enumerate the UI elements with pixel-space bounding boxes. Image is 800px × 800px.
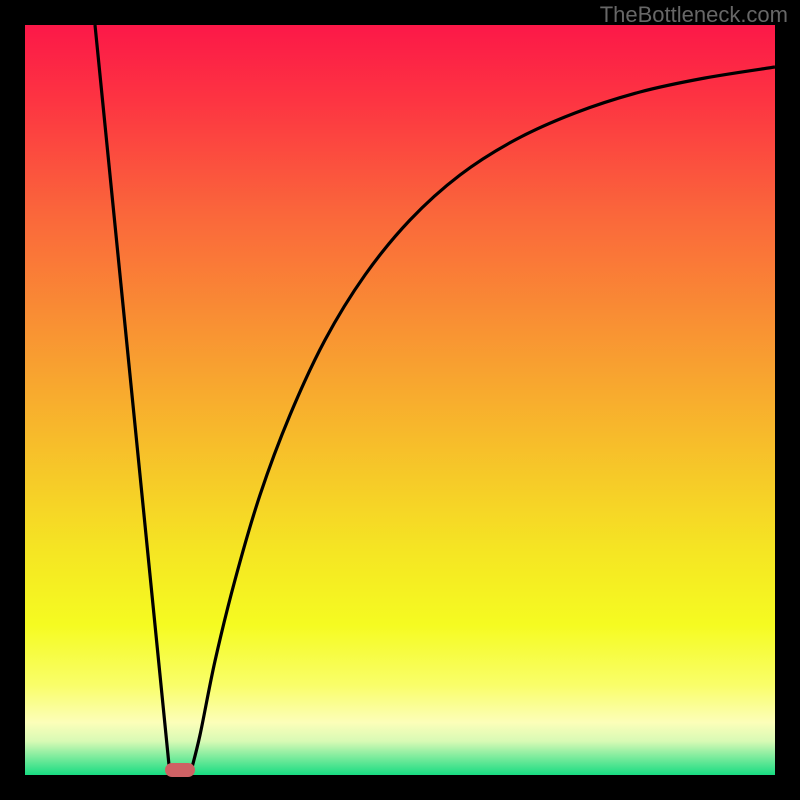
optimal-marker xyxy=(165,763,195,777)
curve-overlay xyxy=(25,25,775,775)
curve-left-line xyxy=(95,25,170,775)
plot-area xyxy=(25,25,775,775)
curve-right-asymptote xyxy=(190,67,775,775)
watermark-text: TheBottleneck.com xyxy=(600,2,788,28)
